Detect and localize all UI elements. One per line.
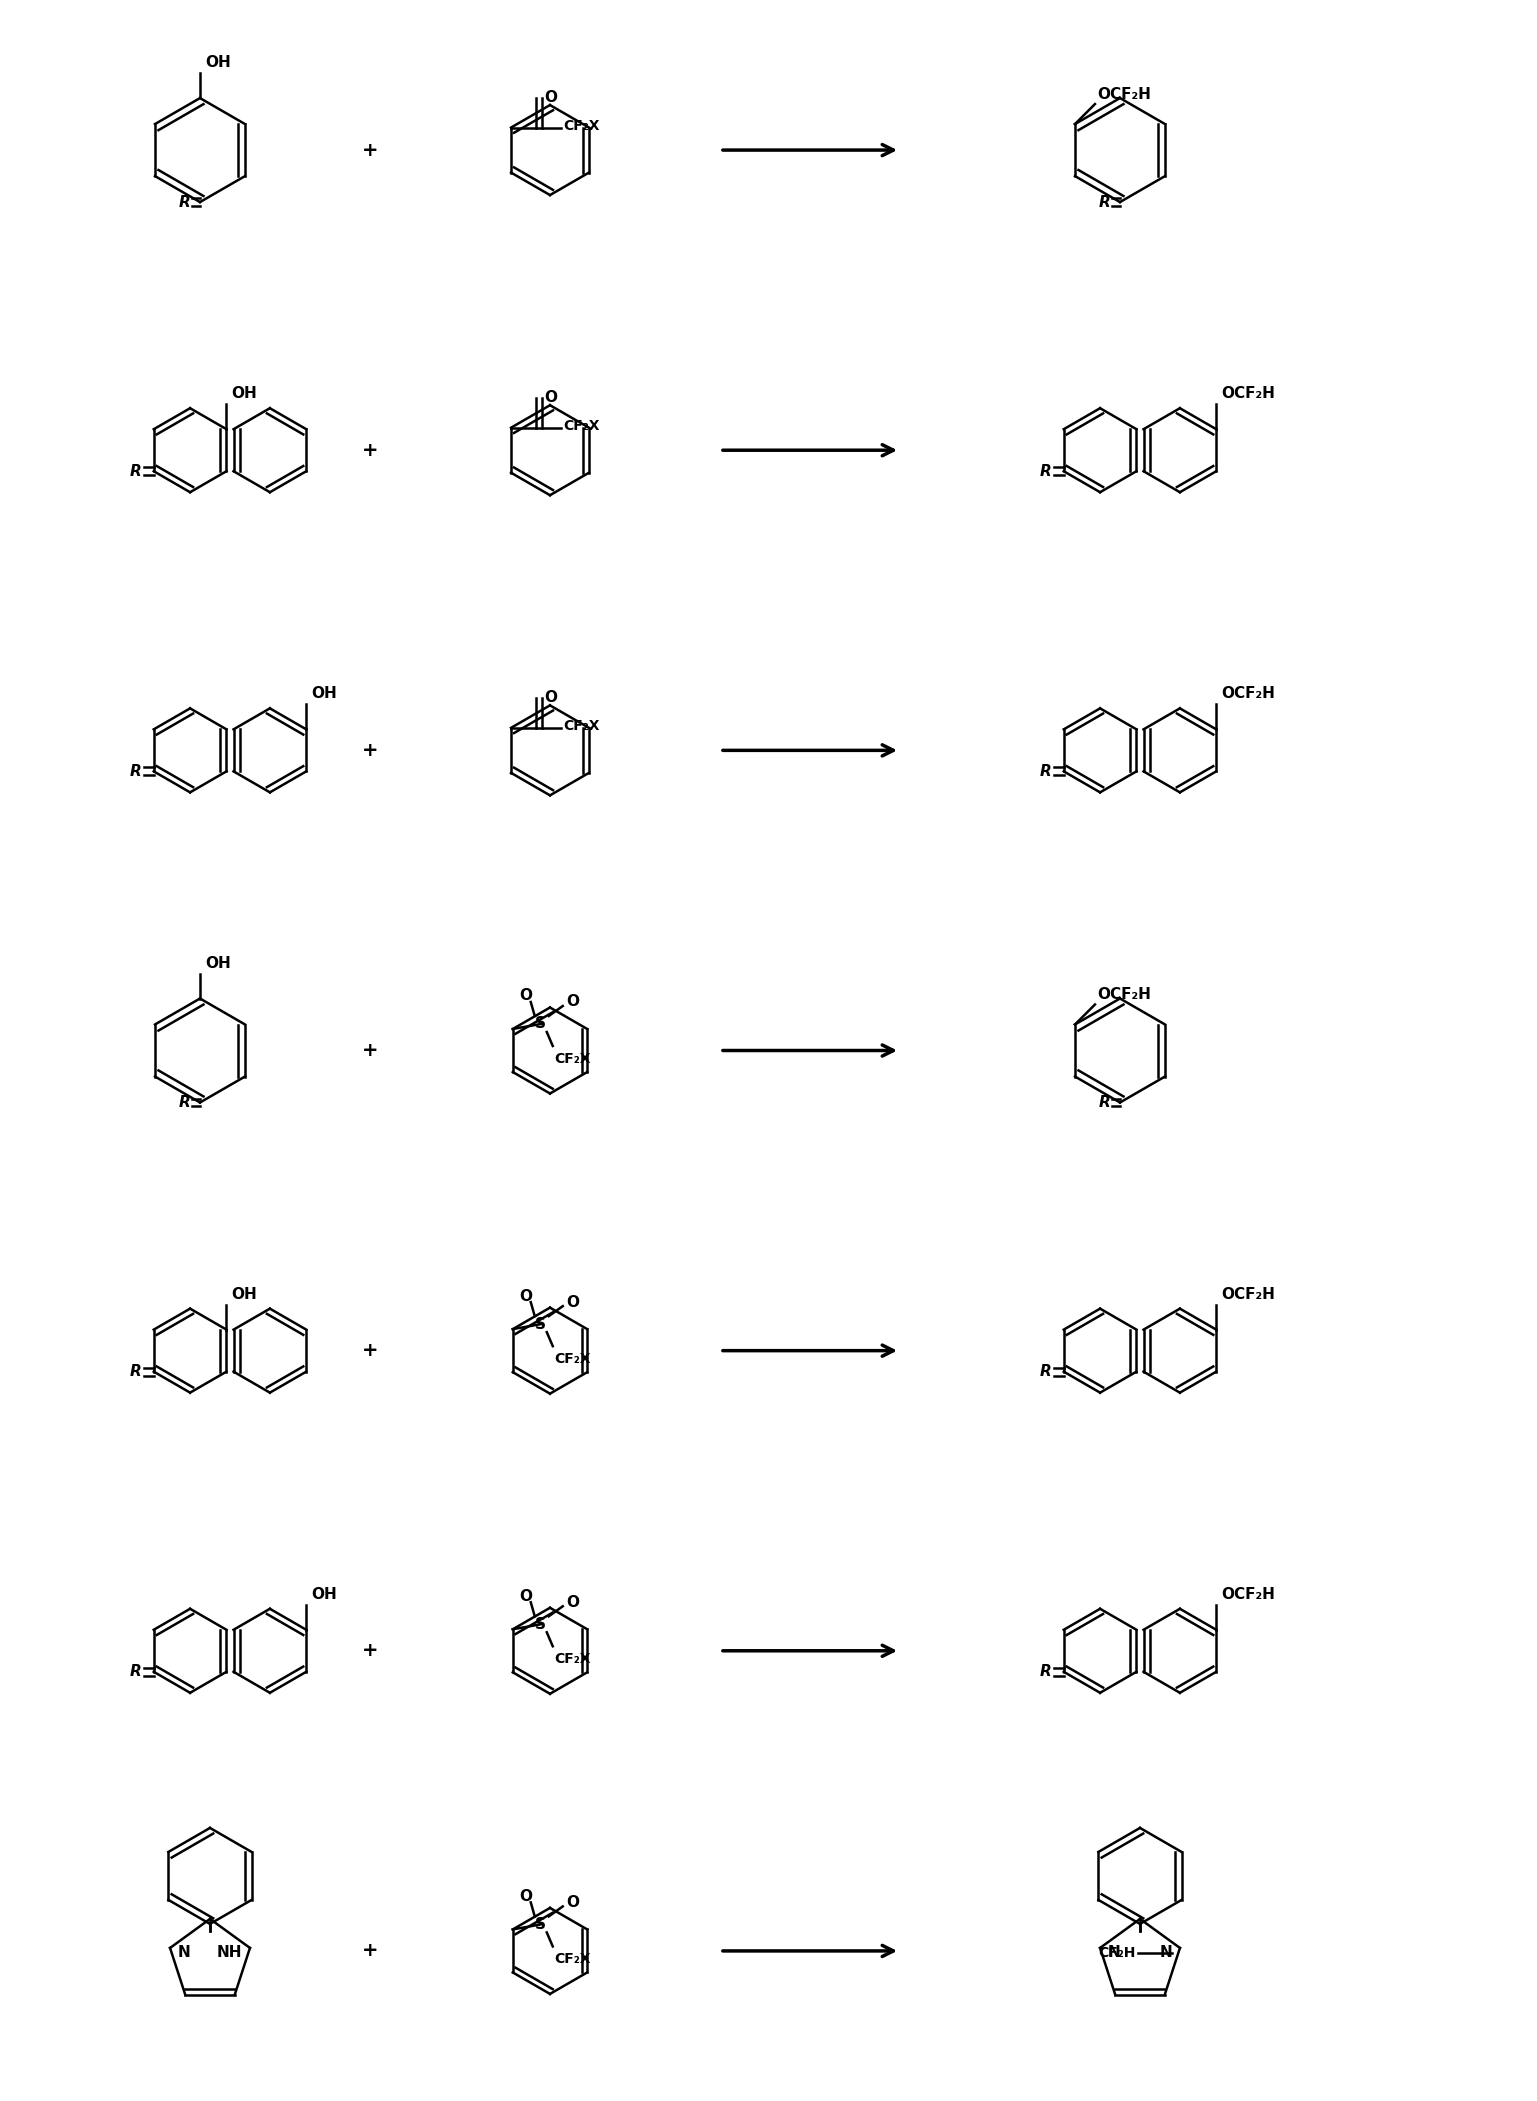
Text: R: R <box>131 1664 141 1679</box>
Text: O: O <box>520 987 532 1004</box>
Text: +: + <box>361 742 378 761</box>
Text: +: + <box>361 1941 378 1960</box>
Text: OH: OH <box>232 387 257 401</box>
Text: CF₂X: CF₂X <box>563 118 599 132</box>
Text: R: R <box>178 195 191 210</box>
Text: O: O <box>544 90 556 105</box>
Text: O: O <box>566 1595 579 1609</box>
Text: O: O <box>566 1895 579 1910</box>
Text: S: S <box>535 1017 546 1032</box>
Text: CF₂H: CF₂H <box>1099 1946 1136 1960</box>
Text: +: + <box>361 141 378 160</box>
Text: CF₂X: CF₂X <box>563 418 599 433</box>
Text: R: R <box>1099 1095 1110 1109</box>
Text: +: + <box>361 441 378 460</box>
Text: S: S <box>535 1317 546 1332</box>
Text: O: O <box>566 994 579 1008</box>
Text: OH: OH <box>312 1586 337 1601</box>
Text: OCF₂H: OCF₂H <box>1097 86 1151 103</box>
Text: R: R <box>1099 195 1110 210</box>
Text: OH: OH <box>312 687 337 702</box>
Text: OH: OH <box>204 956 231 971</box>
Text: R: R <box>1041 1664 1051 1679</box>
Text: N: N <box>1159 1946 1171 1960</box>
Text: OH: OH <box>204 55 231 69</box>
Text: OCF₂H: OCF₂H <box>1222 387 1276 401</box>
Text: R: R <box>1041 464 1051 479</box>
Text: S: S <box>535 1916 546 1933</box>
Text: R: R <box>1041 765 1051 779</box>
Text: OH: OH <box>232 1286 257 1303</box>
Text: R: R <box>1041 1364 1051 1378</box>
Text: +: + <box>361 1340 378 1359</box>
Text: OCF₂H: OCF₂H <box>1222 1586 1276 1601</box>
Text: +: + <box>361 1641 378 1660</box>
Text: CF₂X: CF₂X <box>553 1353 590 1366</box>
Text: O: O <box>520 1588 532 1603</box>
Text: O: O <box>544 691 556 706</box>
Text: OCF₂H: OCF₂H <box>1222 1286 1276 1303</box>
Text: N: N <box>178 1946 191 1960</box>
Text: OCF₂H: OCF₂H <box>1222 687 1276 702</box>
Text: O: O <box>520 1288 532 1303</box>
Text: +: + <box>361 1040 378 1061</box>
Text: S: S <box>535 1618 546 1632</box>
Text: CF₂X: CF₂X <box>553 1053 590 1065</box>
Text: O: O <box>544 391 556 405</box>
Text: O: O <box>566 1294 579 1309</box>
Text: OCF₂H: OCF₂H <box>1097 987 1151 1002</box>
Text: R: R <box>131 765 141 779</box>
Text: NH: NH <box>217 1946 241 1960</box>
Text: N: N <box>1108 1946 1120 1960</box>
Text: R: R <box>131 464 141 479</box>
Text: CF₂X: CF₂X <box>553 1952 590 1967</box>
Text: O: O <box>520 1889 532 1904</box>
Text: CF₂X: CF₂X <box>553 1651 590 1666</box>
Text: CF₂X: CF₂X <box>563 719 599 733</box>
Text: R: R <box>178 1095 191 1109</box>
Text: R: R <box>131 1364 141 1378</box>
